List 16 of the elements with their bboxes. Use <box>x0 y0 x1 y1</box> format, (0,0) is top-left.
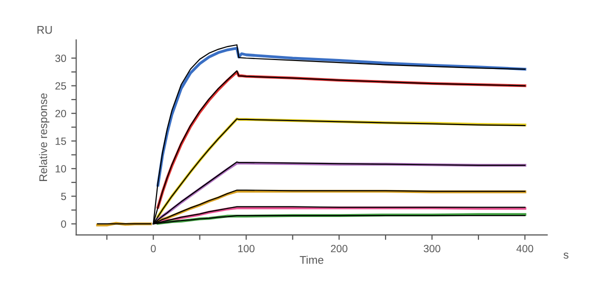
y-tick-label: 10 <box>56 165 66 172</box>
x-tick-label: 400 <box>516 244 534 252</box>
y-axis-title: Relative response <box>38 93 50 181</box>
y-tick-label: 0 <box>61 220 66 228</box>
y-tick-label: 20 <box>55 110 66 118</box>
x-tick-label: 0 <box>150 244 156 252</box>
x-tick-label: 200 <box>330 244 348 252</box>
y-tick-label: 5 <box>61 192 66 200</box>
y-tick-label: 30 <box>55 54 66 62</box>
x-tick-label: 100 <box>238 244 254 252</box>
y-tick-label: 15 <box>56 138 66 145</box>
x-tick-label: 300 <box>424 244 440 252</box>
x-axis-title: Time <box>300 256 324 264</box>
y-tick-label: 25 <box>55 82 66 90</box>
text: RU <box>38 26 52 34</box>
text: s <box>564 252 568 259</box>
